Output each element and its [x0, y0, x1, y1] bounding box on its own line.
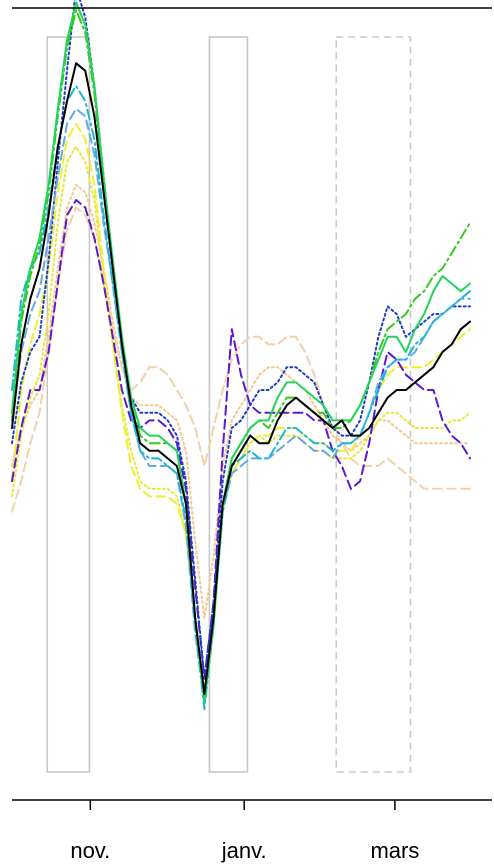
x-tick-label-2: janv.: [221, 838, 267, 863]
x-ticks: [89, 800, 396, 810]
series-line-1: [11, 62, 471, 695]
series-line-7: [11, 199, 471, 680]
x-tick-labels: nov. janv. mars: [70, 838, 419, 863]
series-line-6: [11, 0, 471, 680]
x-tick-label-1: nov.: [70, 838, 110, 863]
series-line-2: [11, 1, 471, 703]
series-line-11: [11, 183, 471, 619]
x-tick-label-3: mars: [370, 838, 419, 863]
series-line-4: [11, 85, 471, 711]
highlight-boxes: [46, 36, 412, 773]
series-line-10: [11, 206, 471, 513]
series-lines: [11, 0, 471, 711]
highlight-box-3: [335, 36, 412, 773]
series-line-8: [11, 123, 471, 695]
highlight-box-2: [208, 36, 249, 773]
